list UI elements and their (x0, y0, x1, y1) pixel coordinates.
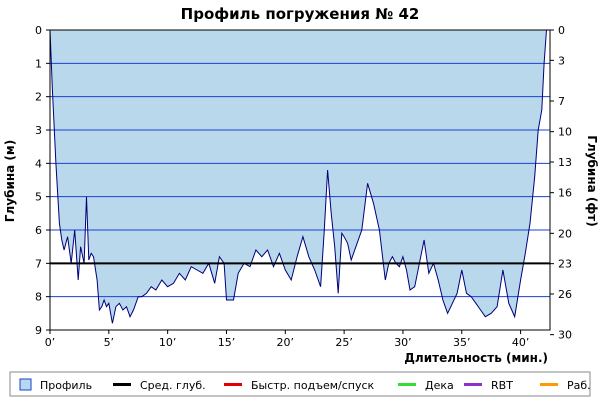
y-right-tick-label: 13 (558, 156, 572, 169)
y-left-tick-label: 7 (35, 257, 42, 270)
y-left-tick-label: 1 (35, 57, 42, 70)
y-left-tick-label: 4 (35, 157, 42, 170)
x-axis-ticks: 0’ 5’ 10’ 15’ 20’ 25’ 30’ 35’ 40’ (45, 330, 530, 349)
y-right-tick-label: 0 (558, 24, 565, 37)
y-left-tick-label: 3 (35, 124, 42, 137)
legend-label: Профиль (40, 379, 92, 392)
legend: Профиль Сред. глуб. Быстр. подъем/спуск Дек… (9, 371, 591, 397)
y-right-tick-label: 3 (558, 54, 565, 67)
legend-label: RBT (491, 379, 513, 392)
plot-area (49, 29, 551, 331)
legend-label: Сред. глуб. (140, 379, 206, 392)
y-right-tick-label: 23 (558, 258, 572, 271)
y-right-tick-label: 7 (558, 95, 565, 108)
y-axis-left-ticks: 0 1 2 3 4 5 6 7 8 9 (35, 24, 50, 337)
y-left-tick-label: 0 (35, 24, 42, 37)
y-left-tick-label: 8 (35, 291, 42, 304)
x-tick-label: 0’ (45, 336, 56, 349)
x-tick-label: 40’ (512, 336, 530, 349)
legend-box (9, 371, 591, 397)
y-right-tick-label: 16 (558, 187, 572, 200)
y-right-tick-label: 30 (558, 329, 572, 342)
x-tick-label: 15’ (218, 336, 236, 349)
y-right-tick-label: 26 (558, 288, 572, 301)
x-tick-label: 5’ (104, 336, 115, 349)
x-tick-label: 30’ (394, 336, 412, 349)
legend-label: Раб. (567, 379, 591, 392)
y-left-tick-label: 2 (35, 91, 42, 104)
y-left-tick-label: 9 (35, 324, 42, 337)
plot-frame (49, 29, 551, 331)
x-tick-label: 25’ (335, 336, 353, 349)
legend-label: Быстр. подъем/спуск (251, 379, 375, 392)
x-tick-label: 20’ (277, 336, 295, 349)
x-tick-label: 10’ (159, 336, 177, 349)
y-axis-right-ticks: 0 3 7 10 13 16 20 23 26 30 (550, 24, 572, 342)
y-right-tick-label: 20 (558, 227, 572, 240)
y-left-tick-label: 6 (35, 224, 42, 237)
profile-line (49, 29, 549, 324)
x-tick-label: 35’ (453, 336, 471, 349)
chart-title: Профиль погружения № 42 (181, 5, 420, 23)
y-right-tick-label: 10 (558, 126, 572, 139)
y-axis-right-label: Глубина (фт) (585, 135, 599, 226)
legend-label: Дека (425, 379, 454, 392)
y-left-tick-label: 5 (35, 191, 42, 204)
y-axis-left-label: Глубина (м) (3, 140, 17, 222)
legend-swatch-profile (19, 378, 32, 391)
profile-area (50, 30, 549, 324)
x-axis-label: Длительность (мин.) (404, 351, 548, 365)
